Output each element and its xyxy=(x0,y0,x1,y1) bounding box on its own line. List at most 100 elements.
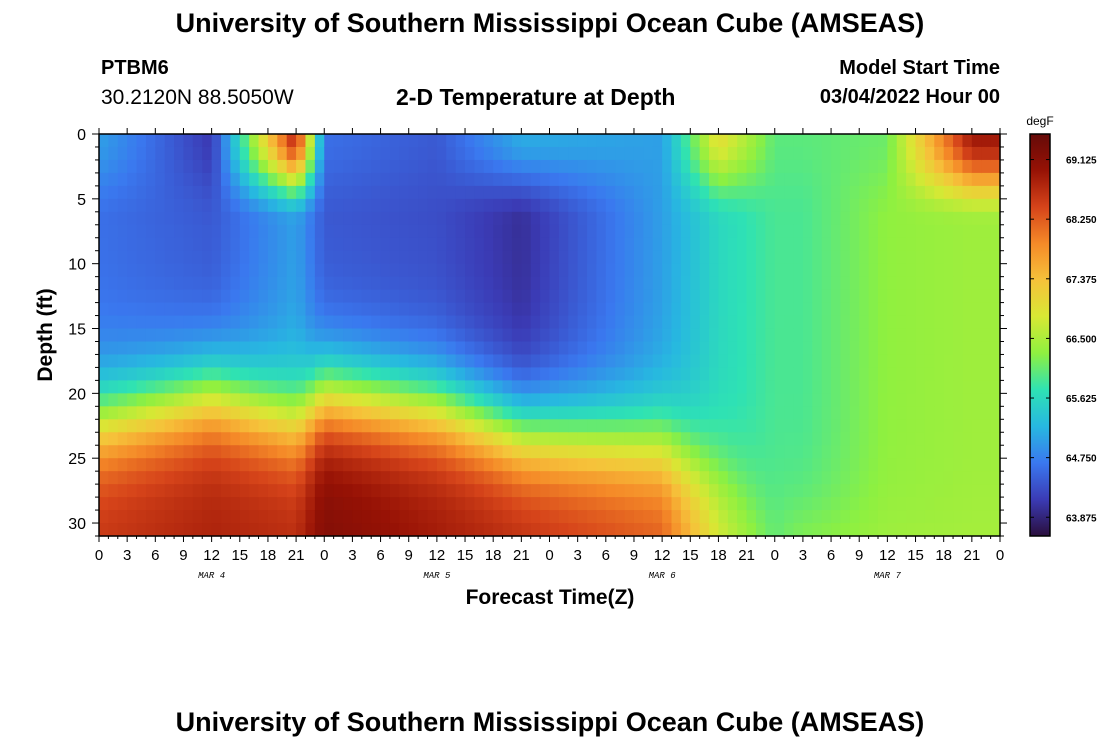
heatmap-cell xyxy=(690,406,701,420)
heatmap-cell xyxy=(418,497,429,511)
heatmap-cell xyxy=(962,159,973,174)
heatmap-cell xyxy=(577,134,588,148)
heatmap-cell xyxy=(887,198,898,213)
heatmap-cell xyxy=(174,523,185,537)
heatmap-cell xyxy=(371,159,382,174)
heatmap-cell xyxy=(868,406,879,420)
heatmap-cell xyxy=(202,302,213,317)
heatmap-cell xyxy=(718,198,729,213)
heatmap-cell xyxy=(239,198,250,213)
heatmap-cell xyxy=(446,328,457,343)
heatmap-cell xyxy=(765,146,776,161)
heatmap-cell xyxy=(737,380,748,394)
heatmap-cell xyxy=(737,211,748,226)
heatmap-cell xyxy=(605,302,616,317)
heatmap-cell xyxy=(774,523,785,537)
heatmap-cell xyxy=(511,211,522,226)
heatmap-cell xyxy=(352,419,363,433)
heatmap-cell xyxy=(380,328,391,343)
heatmap-cell xyxy=(136,237,147,252)
heatmap-cell xyxy=(408,432,419,446)
heatmap-cell xyxy=(202,146,213,161)
heatmap-cell xyxy=(127,185,138,200)
heatmap-cell xyxy=(221,367,231,381)
heatmap-cell xyxy=(746,315,757,330)
heatmap-cell xyxy=(540,159,551,174)
heatmap-cell xyxy=(371,367,382,381)
heatmap-cell xyxy=(202,380,213,394)
heatmap-cell xyxy=(924,211,935,226)
heatmap-cell xyxy=(314,510,325,524)
heatmap-cell xyxy=(192,367,203,381)
heatmap-cell xyxy=(427,237,438,252)
heatmap-cell xyxy=(868,510,879,524)
heatmap-cell xyxy=(521,523,532,537)
heatmap-cell xyxy=(793,367,804,381)
heatmap-cell xyxy=(690,198,701,213)
heatmap-cell xyxy=(680,224,691,239)
heatmap-cell xyxy=(849,419,860,433)
heatmap-cell xyxy=(605,354,616,369)
x-axis-label: Forecast Time(Z) xyxy=(466,586,635,609)
heatmap-cell xyxy=(221,302,231,317)
heatmap-cell xyxy=(943,224,954,239)
heatmap-cell xyxy=(671,419,682,433)
heatmap-cell xyxy=(765,510,776,524)
heatmap-cell xyxy=(934,380,945,394)
heatmap-cell xyxy=(596,432,607,446)
heatmap-cell xyxy=(971,393,982,407)
heatmap-cell xyxy=(427,250,438,265)
heatmap-cell xyxy=(624,134,635,148)
heatmap-cell xyxy=(211,146,222,161)
heatmap-cell xyxy=(530,315,541,330)
heatmap-cell xyxy=(540,471,551,485)
heatmap-cell xyxy=(558,289,569,304)
heatmap-cell xyxy=(784,510,795,524)
heatmap-cell xyxy=(530,172,541,187)
heatmap-cell xyxy=(455,497,466,511)
heatmap-cell xyxy=(446,172,457,187)
heatmap-cell xyxy=(737,302,748,317)
heatmap-cell xyxy=(314,354,325,369)
heatmap-cell xyxy=(202,419,213,433)
heatmap-cell xyxy=(117,198,128,213)
heatmap-cell xyxy=(718,276,729,291)
heatmap-cell xyxy=(305,380,316,394)
heatmap-cell xyxy=(267,134,278,148)
heatmap-cell xyxy=(352,510,363,524)
heatmap-cell xyxy=(633,172,644,187)
heatmap-cell xyxy=(680,367,691,381)
heatmap-cell xyxy=(296,445,307,459)
heatmap-cell xyxy=(746,198,757,213)
heatmap-cell xyxy=(314,315,325,330)
heatmap-cell xyxy=(840,289,851,304)
heatmap-cell xyxy=(202,432,213,446)
heatmap-cell xyxy=(652,159,663,174)
heatmap-cell xyxy=(971,432,982,446)
heatmap-cell xyxy=(643,458,654,472)
heatmap-cell xyxy=(877,211,888,226)
heatmap-cell xyxy=(418,393,429,407)
heatmap-cell xyxy=(812,185,823,200)
heatmap-cell xyxy=(746,367,757,381)
heatmap-cell xyxy=(343,276,354,291)
heatmap-cell xyxy=(239,484,250,498)
heatmap-cell xyxy=(305,341,316,356)
heatmap-cell xyxy=(136,367,147,381)
heatmap-cell xyxy=(652,510,663,524)
heatmap-cell xyxy=(652,328,663,343)
heatmap-cell xyxy=(164,276,175,291)
heatmap-cell xyxy=(568,341,579,356)
heatmap-cell xyxy=(774,432,785,446)
heatmap-cell xyxy=(145,250,156,265)
heatmap-cell xyxy=(784,211,795,226)
heatmap-cell xyxy=(249,198,260,213)
heatmap-cell xyxy=(502,224,513,239)
heatmap-cell xyxy=(802,445,813,459)
heatmap-cell xyxy=(399,458,410,472)
heatmap-cell xyxy=(136,211,147,226)
heatmap-cell xyxy=(99,198,109,213)
heatmap-cell xyxy=(418,471,429,485)
heatmap-cell xyxy=(324,211,335,226)
heatmap-cell xyxy=(164,458,175,472)
